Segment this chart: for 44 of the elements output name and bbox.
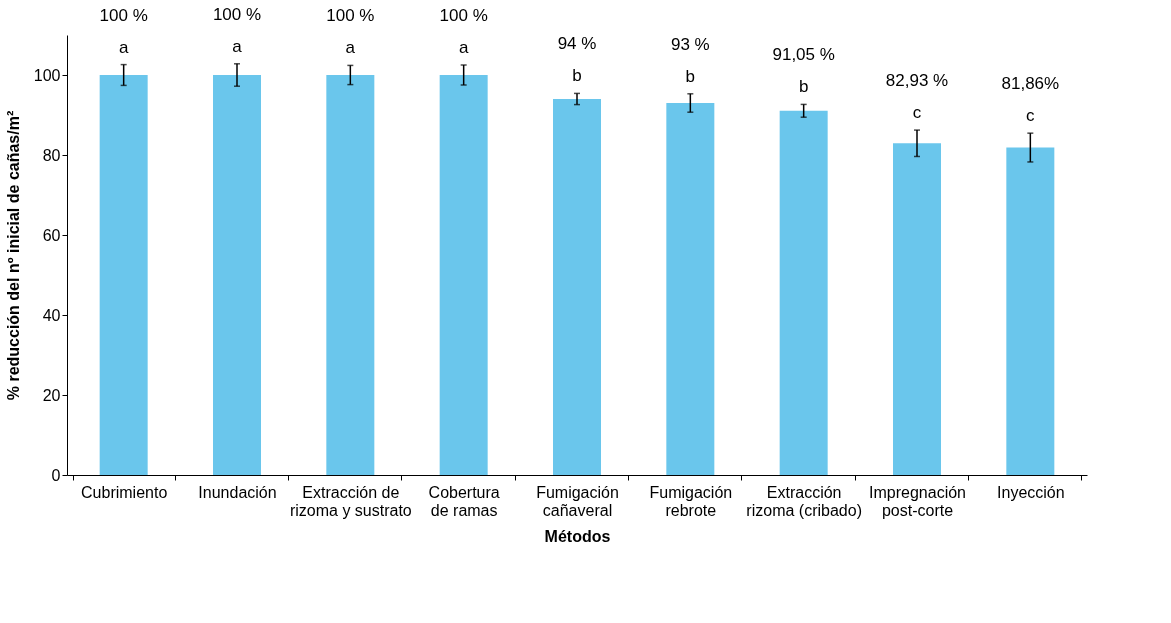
bar [326, 75, 375, 475]
data-label: 81,86% [1001, 74, 1060, 94]
bar [779, 110, 828, 475]
bar [666, 103, 715, 475]
annotation: b [572, 66, 582, 86]
x-tick-label: Impregnación post-corte [869, 483, 966, 519]
y-tick-label: 60 [42, 226, 61, 244]
annotation: a [232, 36, 243, 56]
annotation: a [458, 38, 469, 57]
x-tick-label: Inyección [997, 483, 1065, 501]
y-tick-label: 40 [42, 306, 61, 324]
bar [439, 75, 488, 475]
y-axis-title: % reducción del nº inicial de cañas/m² [4, 110, 22, 401]
annotation: c [1026, 106, 1036, 126]
bar [99, 75, 148, 475]
x-tick-label: Cubrimiento [81, 483, 168, 501]
x-tick-label: Inundación [198, 483, 277, 501]
x-tick-label: Extracción de rizoma y sustrato [289, 483, 412, 519]
x-tick-label: Fumigación cañaveral [536, 483, 619, 519]
x-tick-label: Fumigación rebrote [649, 483, 733, 519]
data-label: 82,93 % [885, 71, 949, 91]
bar [893, 143, 941, 475]
y-tick-label: 100 [33, 66, 61, 84]
data-label: 91,05 % [772, 45, 835, 65]
x-tick-label: Extracción rizoma (cribado) [746, 483, 862, 519]
bar [1006, 147, 1055, 475]
bar [213, 75, 261, 475]
annotation: a [118, 37, 129, 57]
x-tick-label: Cobertura de ramas [428, 483, 500, 519]
bar [553, 99, 601, 475]
data-label: 100 % [439, 6, 488, 25]
annotation: c [912, 103, 922, 123]
y-tick-label: 80 [42, 146, 61, 164]
data-label: 100 % [326, 6, 375, 26]
data-label: 94 % [557, 34, 597, 54]
x-axis-title: Métodos [544, 527, 611, 545]
annotation: a [345, 38, 356, 58]
data-label: 100 % [99, 5, 148, 25]
data-label: 100 % [212, 4, 262, 24]
annotation: b [798, 77, 809, 97]
y-tick-label: 20 [42, 386, 61, 404]
data-label: 93 % [670, 34, 710, 54]
y-tick-label: 0 [51, 466, 61, 484]
annotation: b [685, 66, 696, 86]
